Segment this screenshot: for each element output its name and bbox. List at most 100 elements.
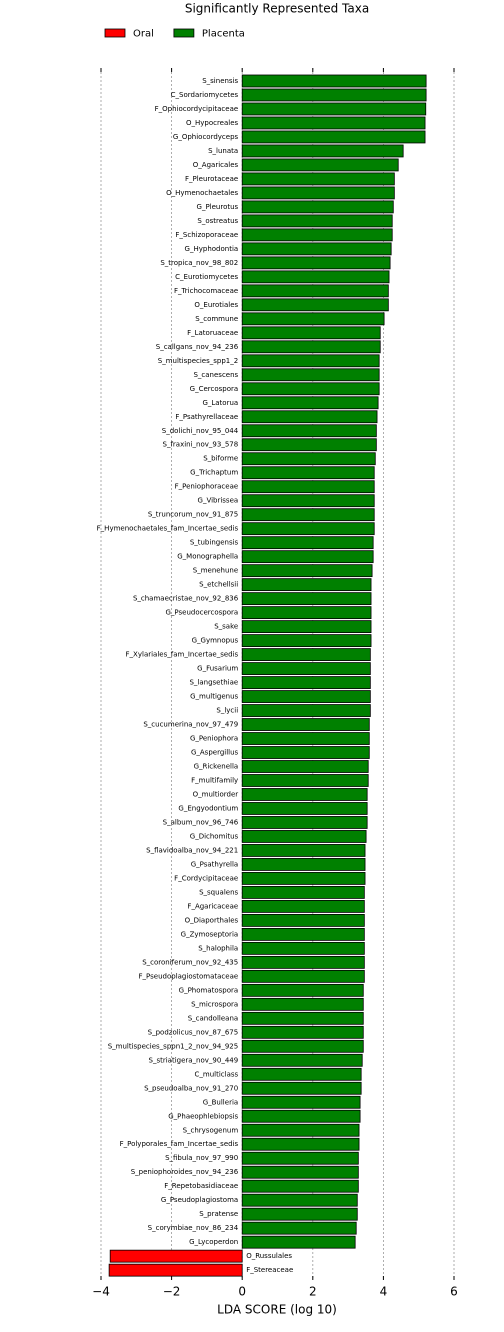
bar [241, 774, 369, 787]
bar [241, 536, 374, 550]
bar [241, 648, 371, 661]
bar [241, 116, 426, 130]
y-tick-label: S_microspora [191, 1000, 238, 1008]
bar [241, 662, 371, 675]
y-tick-label: G_Trichaptum [190, 469, 238, 477]
bar [241, 1221, 357, 1235]
y-tick-label: S_commune [195, 315, 238, 323]
bar [241, 550, 374, 564]
y-tick-label: S_tubingensis [190, 539, 239, 547]
bar [241, 382, 380, 396]
y-tick-label: O_Hymenochaetales [166, 189, 238, 197]
y-tick-label: G_Rickenella [194, 763, 239, 771]
y-tick-label: S_coroniferum_nov_92_435 [142, 958, 238, 966]
y-tick-label: S_menehune [193, 567, 238, 575]
bar [241, 592, 372, 606]
bar [109, 1249, 243, 1263]
bar [241, 522, 375, 536]
bar [241, 1235, 356, 1249]
y-tick-label: G_Pleurotus [197, 203, 239, 211]
bar [241, 676, 371, 689]
y-tick-label: F_Peniophoraceae [175, 483, 239, 491]
bar [241, 312, 385, 326]
y-tick-label: O_Hypocreales [186, 119, 239, 127]
y-tick-label: G_Gymnopus [192, 637, 239, 645]
bar [241, 788, 368, 801]
x-tick-label: 2 [309, 1285, 317, 1299]
bar [241, 1095, 361, 1109]
bar [241, 1025, 364, 1039]
bar [241, 1123, 360, 1137]
y-tick-label: S_candolleana [188, 1014, 238, 1022]
y-tick-label: S_pseudoalba_nov_91_270 [144, 1084, 238, 1092]
y-tick-label: G_Phomatospora [179, 986, 239, 994]
bar [241, 830, 367, 843]
bar [241, 130, 426, 144]
bar [241, 172, 395, 186]
bar [241, 186, 395, 200]
y-tick-label: G_Zymoseptoria [181, 930, 239, 938]
bar [241, 997, 364, 1011]
legend-swatch [104, 28, 126, 38]
y-tick-label: S_lycii [216, 707, 238, 715]
bar [241, 354, 380, 368]
bar [241, 410, 378, 424]
y-tick-label: S_flavidoalba_nov_94_221 [146, 846, 238, 854]
y-tick-label: S_tropica_nov_98_802 [160, 259, 238, 267]
bar [241, 955, 365, 969]
x-axis-label: LDA SCORE (log 10) [217, 1303, 337, 1317]
y-tick-label: G_Bulleria [203, 1098, 238, 1106]
bar [241, 494, 375, 508]
y-tick-label: G_Aspergillus [191, 749, 239, 757]
chart-title: Significantly Represented Taxa [185, 2, 369, 16]
legend-label: Placenta [202, 29, 245, 40]
y-tick-label: S_dolichi_nov_95_044 [162, 427, 239, 435]
y-tick-label: F_Latoruaceae [187, 329, 238, 337]
bar [241, 326, 381, 340]
x-tick-label: 6 [450, 1285, 458, 1299]
y-tick-label: F_Ophiocordycipitaceae [155, 105, 239, 113]
bar [241, 1137, 360, 1151]
y-tick-label: F_Repetobasidiaceae [164, 1182, 238, 1190]
bar [241, 718, 370, 731]
bar [241, 284, 389, 298]
bar [241, 690, 371, 703]
bar [241, 102, 427, 116]
bar [241, 1109, 361, 1123]
y-tick-label: F_Hymenochaetales_fam_Incertae_sedis [97, 525, 239, 533]
bar [241, 144, 404, 158]
y-tick-label: C_Sordariomycetes [171, 91, 239, 99]
x-tick-label: 4 [380, 1285, 388, 1299]
y-tick-label: G_Ophiocordyceps [173, 133, 239, 141]
y-tick-label: F_Polyporales_fam_Incertae_sedis [120, 1140, 239, 1148]
bar [241, 228, 393, 242]
y-tick-label: G_Peniophora [190, 735, 238, 743]
y-tick-label: G_multigenus [190, 693, 238, 701]
bar [241, 564, 373, 578]
y-tick-label: S_fraxini_nov_93_578 [163, 441, 239, 449]
bar [241, 88, 427, 102]
bar [241, 704, 371, 717]
bar [241, 802, 368, 815]
y-tick-label: S_fibula_nov_97_990 [165, 1154, 238, 1162]
y-tick-label: O_Russulales [246, 1252, 292, 1260]
y-tick-label: G_Pseudocercospora [165, 609, 238, 617]
bar [241, 760, 369, 773]
bar [241, 914, 365, 927]
y-tick-label: G_Monographella [177, 553, 238, 561]
y-tick-label: S_album_nov_96_746 [163, 818, 239, 826]
y-tick-label: F_multifamily [191, 777, 238, 785]
bar [241, 214, 393, 228]
bar [241, 368, 380, 382]
bar [241, 340, 381, 354]
y-tick-label: S_striatigera_nov_90_449 [149, 1056, 239, 1064]
y-tick-label: G_Cercospora [190, 385, 239, 393]
y-tick-label: G_Hyphodontia [185, 245, 239, 253]
y-tick-label: S_biforme [203, 455, 238, 463]
bar [241, 480, 375, 494]
y-tick-label: G_Fusarium [197, 665, 238, 673]
y-tick-label: F_Xylariales_fam_Incertae_sedis [126, 651, 239, 659]
y-tick-label: F_Schizoporaceae [175, 231, 238, 239]
bar [241, 844, 366, 857]
y-tick-label: O_Diaporthales [185, 916, 239, 924]
